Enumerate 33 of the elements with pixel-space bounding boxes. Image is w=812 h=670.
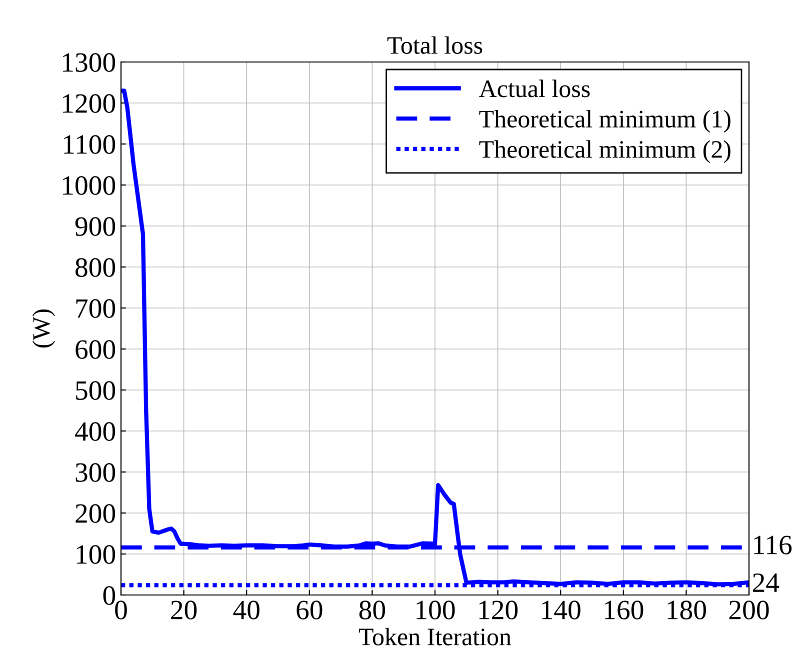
x-tick-label: 180 <box>668 600 706 620</box>
x-tick-label: 120 <box>479 600 518 620</box>
y-tick-label: 100 <box>76 545 116 564</box>
y-tick-label: 500 <box>76 381 116 400</box>
y-tick-label: 1100 <box>64 135 116 154</box>
y-tick-label: 600 <box>76 340 116 359</box>
y-tick-label: 400 <box>75 422 116 441</box>
y-tick-label: 1000 <box>63 176 116 195</box>
x-tick-label: 0 <box>115 600 127 620</box>
legend-label: Theoretical minimum (2) <box>479 140 730 163</box>
legend-label: Actual loss <box>479 80 590 98</box>
x-tick-label: 100 <box>416 600 455 620</box>
y-tick-label: 700 <box>76 299 116 318</box>
y-tick-label: 0 <box>103 586 116 605</box>
y-tick-label: 900 <box>75 217 116 236</box>
y-axis-title: (W) <box>32 309 56 348</box>
x-tick-label: 200 <box>729 600 769 620</box>
annotation: 116 <box>754 536 792 554</box>
chart-title: Total loss <box>387 36 482 54</box>
y-tick-label: 200 <box>76 504 116 523</box>
y-tick-label: 300 <box>76 463 116 482</box>
annotation: 24 <box>752 573 780 592</box>
x-tick-label: 40 <box>233 600 260 620</box>
x-tick-label: 80 <box>359 600 386 620</box>
y-tick-label: 800 <box>76 258 116 277</box>
y-tick-label: 1300 <box>63 53 116 72</box>
x-tick-label: 60 <box>296 600 322 620</box>
legend-label: Theoretical minimum (1) <box>479 110 730 133</box>
y-tick-label: 1200 <box>63 94 116 113</box>
x-tick-label: 20 <box>171 600 197 620</box>
x-axis-title: Token Iteration <box>358 628 512 646</box>
x-tick-label: 160 <box>605 600 644 620</box>
x-tick-label: 140 <box>542 600 580 620</box>
